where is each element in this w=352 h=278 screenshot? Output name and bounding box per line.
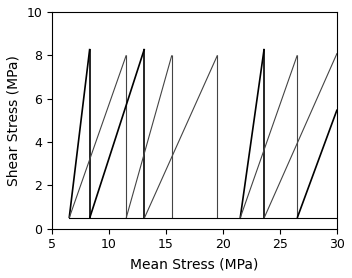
X-axis label: Mean Stress (MPa): Mean Stress (MPa) (131, 257, 259, 271)
Y-axis label: Shear Stress (MPa): Shear Stress (MPa) (7, 55, 21, 186)
